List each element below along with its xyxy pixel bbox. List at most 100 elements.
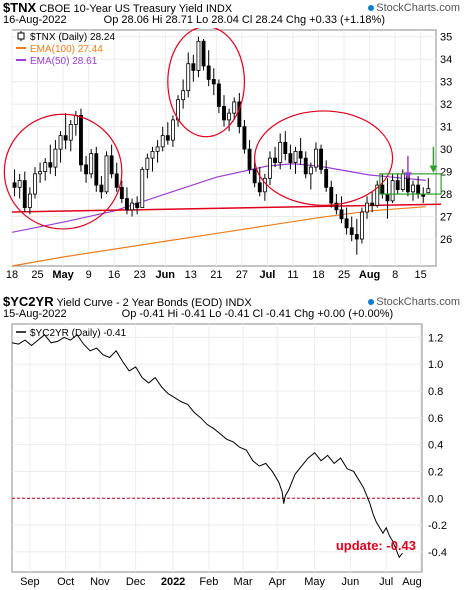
candle-body xyxy=(63,135,68,141)
x-tick-label: May xyxy=(304,576,325,588)
candle-body xyxy=(237,101,242,128)
candle-body xyxy=(145,157,150,170)
tnx-name: CBOE 10-Year US Treasury Yield xyxy=(39,3,203,15)
candle-body xyxy=(329,186,334,204)
x-tick-label: Nov xyxy=(90,576,110,588)
x-tick-label: 15 xyxy=(415,269,427,281)
x-tick-label: Dec xyxy=(126,576,146,588)
candle-body xyxy=(119,186,124,199)
candle-body xyxy=(380,184,385,195)
x-tick-label: 25 xyxy=(31,269,43,281)
y-tick-label: 30 xyxy=(440,144,452,156)
candle-body xyxy=(426,188,431,194)
x-tick-label: Jul xyxy=(379,576,393,588)
x-tick-label: Oct xyxy=(57,576,74,588)
yc2yr-exchange: INDX xyxy=(225,297,252,309)
candle-body xyxy=(150,150,155,159)
yc2yr-name: Yield Curve - 2 Year Bonds (EOD) xyxy=(56,297,223,309)
candle-body xyxy=(201,40,206,67)
candle-body xyxy=(222,106,226,121)
legend-label: EMA(100) 27.44 xyxy=(30,44,103,55)
candle-body xyxy=(314,148,318,168)
y-tick-label: 28 xyxy=(440,189,452,201)
candle-body xyxy=(227,112,232,121)
y-tick-label: 1.2 xyxy=(428,332,443,344)
x-tick-label: 18 xyxy=(6,269,18,281)
candle-body xyxy=(339,209,344,220)
candle-body xyxy=(252,168,257,184)
candle-body xyxy=(390,180,395,202)
candle-body xyxy=(165,135,170,141)
x-tick-label: 9 xyxy=(86,269,92,281)
x-tick-label: 8 xyxy=(392,269,398,281)
x-tick-label: Feb xyxy=(199,576,218,588)
candle-body xyxy=(370,202,375,206)
candle-body xyxy=(84,164,89,175)
candle-body xyxy=(58,135,63,150)
candle-body xyxy=(216,83,221,107)
yc2yr-symbol: $YC2YR xyxy=(3,294,54,309)
x-tick-label: Sep xyxy=(20,576,40,588)
tnx-exchange: INDX xyxy=(205,3,233,15)
annotation-circle xyxy=(254,110,394,206)
tnx-chart: 26 27 28 29 30 31 32 33 34 35 18 25 May 9 16 23 Jun 13 21 2… xyxy=(3,28,452,281)
y-tick-label: 35 xyxy=(440,32,452,44)
candle-body xyxy=(298,150,303,159)
candle-body xyxy=(354,234,359,240)
x-tick-label: 11 xyxy=(287,269,298,281)
candle-body xyxy=(73,115,78,125)
x-tick-label: 27 xyxy=(236,269,248,281)
candle-body xyxy=(79,115,83,166)
candle-body xyxy=(268,157,272,179)
candle-body xyxy=(273,157,278,164)
candle-body xyxy=(288,153,293,164)
x-tick-label: 16 xyxy=(108,269,120,281)
yc2yr-series-line xyxy=(11,333,403,559)
support-trendline xyxy=(11,203,442,213)
yc2yr-header-line2: 15-Aug-2022 Op -0.41 Hi -0.41 Lo -0.41 C… xyxy=(3,308,393,320)
update-annotation: update: -0.43 xyxy=(336,538,416,553)
tnx-header-line1: $TNX CBOE 10-Year US Treasury Yield INDX xyxy=(3,0,232,15)
x-tick-label: 23 xyxy=(134,269,146,281)
legend-candle-body xyxy=(17,32,25,40)
y-tick-label: 0.4 xyxy=(428,440,443,452)
candle-body xyxy=(114,173,119,188)
candle-body xyxy=(68,124,73,141)
candle-body xyxy=(196,40,201,71)
candle-body xyxy=(242,126,247,150)
candle-body xyxy=(324,168,329,188)
candle-body xyxy=(349,227,354,235)
y-tick-label: 26 xyxy=(440,234,452,246)
candle-body xyxy=(303,157,308,175)
x-tick-label: May xyxy=(52,269,74,281)
x-tick-label: Aug xyxy=(402,576,422,588)
candle-body xyxy=(140,168,145,208)
candle-body xyxy=(89,153,94,175)
candle-body xyxy=(53,148,58,168)
tnx-watermark: StockCharts.com xyxy=(368,2,460,14)
candle-body xyxy=(191,63,196,71)
tnx-panel: $TNX CBOE 10-Year US Treasury Yield INDX… xyxy=(0,0,466,285)
x-tick-label: Mar xyxy=(234,576,253,588)
arrow-head-icon xyxy=(429,165,438,173)
y-tick-label: 31 xyxy=(440,122,452,134)
y-tick-label: 1.0 xyxy=(428,359,443,371)
y-tick-label: 32 xyxy=(440,99,452,111)
tnx-date: 16-Aug-2022 xyxy=(3,14,67,26)
y-tick-label: 27 xyxy=(440,212,452,224)
candle-body xyxy=(262,177,267,193)
candle-body xyxy=(48,162,53,168)
panel-separator xyxy=(0,285,466,290)
y-tick-label: 0.0 xyxy=(428,493,443,505)
candle-body xyxy=(293,150,298,164)
candle-body xyxy=(181,90,186,101)
x-tick-label: Jun xyxy=(155,269,175,281)
candle-body xyxy=(155,146,160,152)
y-tick-label: 0.8 xyxy=(428,386,443,398)
annotation-circle xyxy=(3,113,123,230)
candle-body xyxy=(170,119,175,141)
candle-body xyxy=(43,162,48,173)
candle-body xyxy=(232,101,237,114)
candle-body xyxy=(283,141,288,155)
stockcharts-logo-icon xyxy=(368,5,375,12)
